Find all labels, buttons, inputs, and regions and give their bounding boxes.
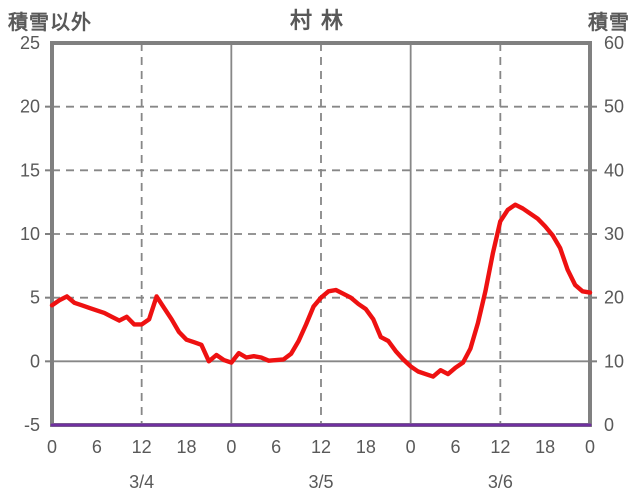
x-hour-label: 6	[92, 437, 102, 457]
x-date-label: 3/6	[488, 472, 513, 492]
y-left-tick-label: -5	[24, 415, 40, 435]
x-date-label: 3/5	[308, 472, 333, 492]
x-hour-label: 6	[271, 437, 281, 457]
y-right-tick-label: 60	[604, 33, 624, 53]
x-hour-label: 0	[406, 437, 416, 457]
series-line-left	[49, 202, 593, 379]
y-right-tick-label: 40	[604, 160, 624, 180]
chart-title: 村林	[289, 8, 352, 33]
y-right-tick-label: 20	[604, 288, 624, 308]
x-hour-label: 12	[311, 437, 331, 457]
y-left-tick-label: 10	[20, 224, 40, 244]
x-hour-label: 18	[356, 437, 376, 457]
x-hour-label: 0	[226, 437, 236, 457]
x-hour-label: 6	[450, 437, 460, 457]
y-right-tick-label: 0	[604, 415, 614, 435]
y-right-tick-label: 30	[604, 224, 624, 244]
x-hour-label: 12	[490, 437, 510, 457]
y-left-tick-label: 0	[30, 351, 40, 371]
right-axis-title: 積雪	[588, 12, 630, 34]
y-left-tick-label: 20	[20, 97, 40, 117]
x-hour-label: 0	[585, 437, 595, 457]
x-hour-label: 18	[176, 437, 196, 457]
y-left-tick-label: 25	[20, 33, 40, 53]
x-hour-label: 12	[132, 437, 152, 457]
x-date-label: 3/4	[129, 472, 154, 492]
y-right-tick-label: 50	[604, 97, 624, 117]
y-right-tick-label: 10	[604, 351, 624, 371]
x-hour-label: 0	[47, 437, 57, 457]
left-axis-title: 積雪以外	[8, 12, 92, 34]
y-left-tick-label: 5	[30, 288, 40, 308]
y-left-tick-label: 15	[20, 160, 40, 180]
x-hour-label: 18	[535, 437, 555, 457]
